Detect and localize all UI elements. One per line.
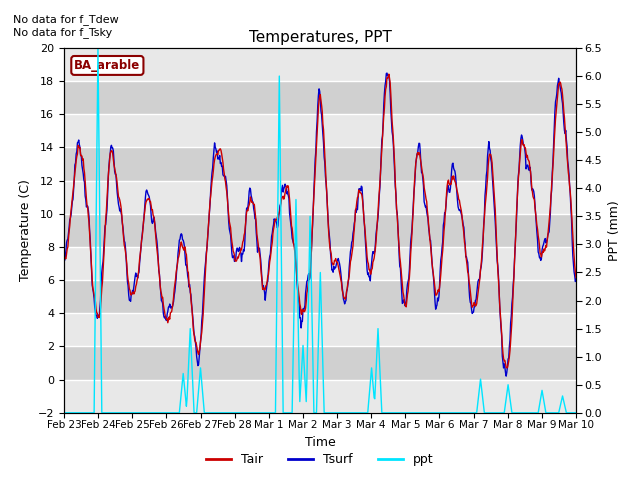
Bar xyxy=(64,347,576,380)
Bar xyxy=(64,114,576,147)
Bar xyxy=(64,313,576,347)
Y-axis label: PPT (mm): PPT (mm) xyxy=(607,200,621,261)
Text: No data for f_Tdew
No data for f_Tsky: No data for f_Tdew No data for f_Tsky xyxy=(13,14,118,38)
Bar xyxy=(64,81,576,114)
X-axis label: Time: Time xyxy=(305,436,335,449)
Bar xyxy=(64,380,576,413)
Bar xyxy=(64,247,576,280)
Y-axis label: Temperature (C): Temperature (C) xyxy=(19,180,32,281)
Bar xyxy=(64,48,576,81)
Bar xyxy=(64,280,576,313)
Text: BA_arable: BA_arable xyxy=(74,59,141,72)
Title: Temperatures, PPT: Temperatures, PPT xyxy=(248,30,392,46)
Bar xyxy=(64,180,576,214)
Bar xyxy=(64,214,576,247)
Bar xyxy=(64,147,576,180)
Legend: Tair, Tsurf, ppt: Tair, Tsurf, ppt xyxy=(202,448,438,471)
